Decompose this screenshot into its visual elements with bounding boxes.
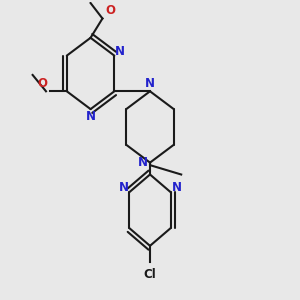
Text: N: N [118,181,129,194]
Text: O: O [38,77,47,90]
Text: O: O [105,4,116,17]
Text: N: N [138,156,148,169]
Text: N: N [171,181,182,194]
Text: N: N [115,45,125,58]
Text: Cl: Cl [144,268,156,281]
Text: N: N [145,77,155,90]
Text: N: N [85,110,96,123]
